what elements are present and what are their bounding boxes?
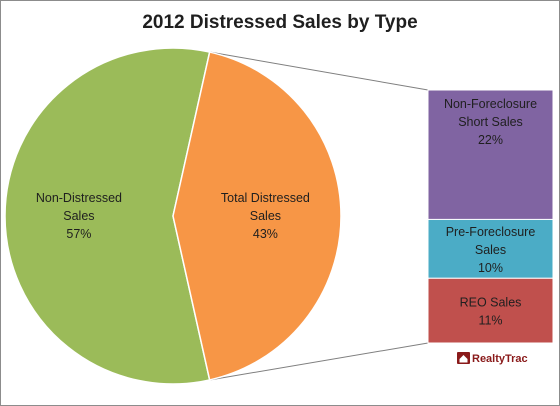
- connector-bottom: [209, 342, 429, 381]
- pie-slice-distressed: [172, 51, 342, 381]
- label-distressed-line-3: 43%: [253, 227, 278, 241]
- pie-slice-non-distressed: [4, 47, 211, 385]
- label-non-distressed-line-3: 57%: [66, 227, 91, 241]
- label-non-distressed-line-2: Sales: [63, 209, 94, 223]
- bar-label-2-line-1: Pre-Foreclosure: [446, 225, 536, 239]
- bar-label-2-line-3: 10%: [478, 261, 503, 275]
- chart-title: 2012 Distressed Sales by Type: [142, 12, 417, 33]
- bar-label-1-line-1: Non-Foreclosure: [444, 97, 537, 111]
- bar-segment-2: [427, 218, 554, 279]
- label-distressed-line-2: Sales: [250, 209, 281, 223]
- bar-label-1-line-3: 22%: [478, 133, 503, 147]
- bar-segment-3: [427, 277, 554, 344]
- label-distressed-line-1: Total Distressed: [221, 191, 310, 205]
- connector-top: [209, 51, 429, 91]
- house-icon: [459, 355, 468, 363]
- bar-label-2-line-2: Sales: [475, 243, 506, 257]
- realtytrac-logo: RealtyTrac: [457, 352, 528, 365]
- stacked-bar: [427, 89, 554, 344]
- connector-lines: [209, 51, 429, 381]
- bar-segment-1: [427, 89, 554, 220]
- bar-label-3-line-2: 11%: [478, 314, 502, 328]
- data-labels: Non-Distressed Sales 57% Total Distressed Sa…: [36, 97, 537, 328]
- pie: [4, 47, 342, 385]
- label-non-distressed-line-1: Non-Distressed: [36, 191, 122, 205]
- logo-text: RealtyTrac: [472, 353, 528, 365]
- bar-label-1-line-2: Short Sales: [458, 115, 523, 129]
- bar-label-3-line-1: REO Sales: [460, 296, 522, 310]
